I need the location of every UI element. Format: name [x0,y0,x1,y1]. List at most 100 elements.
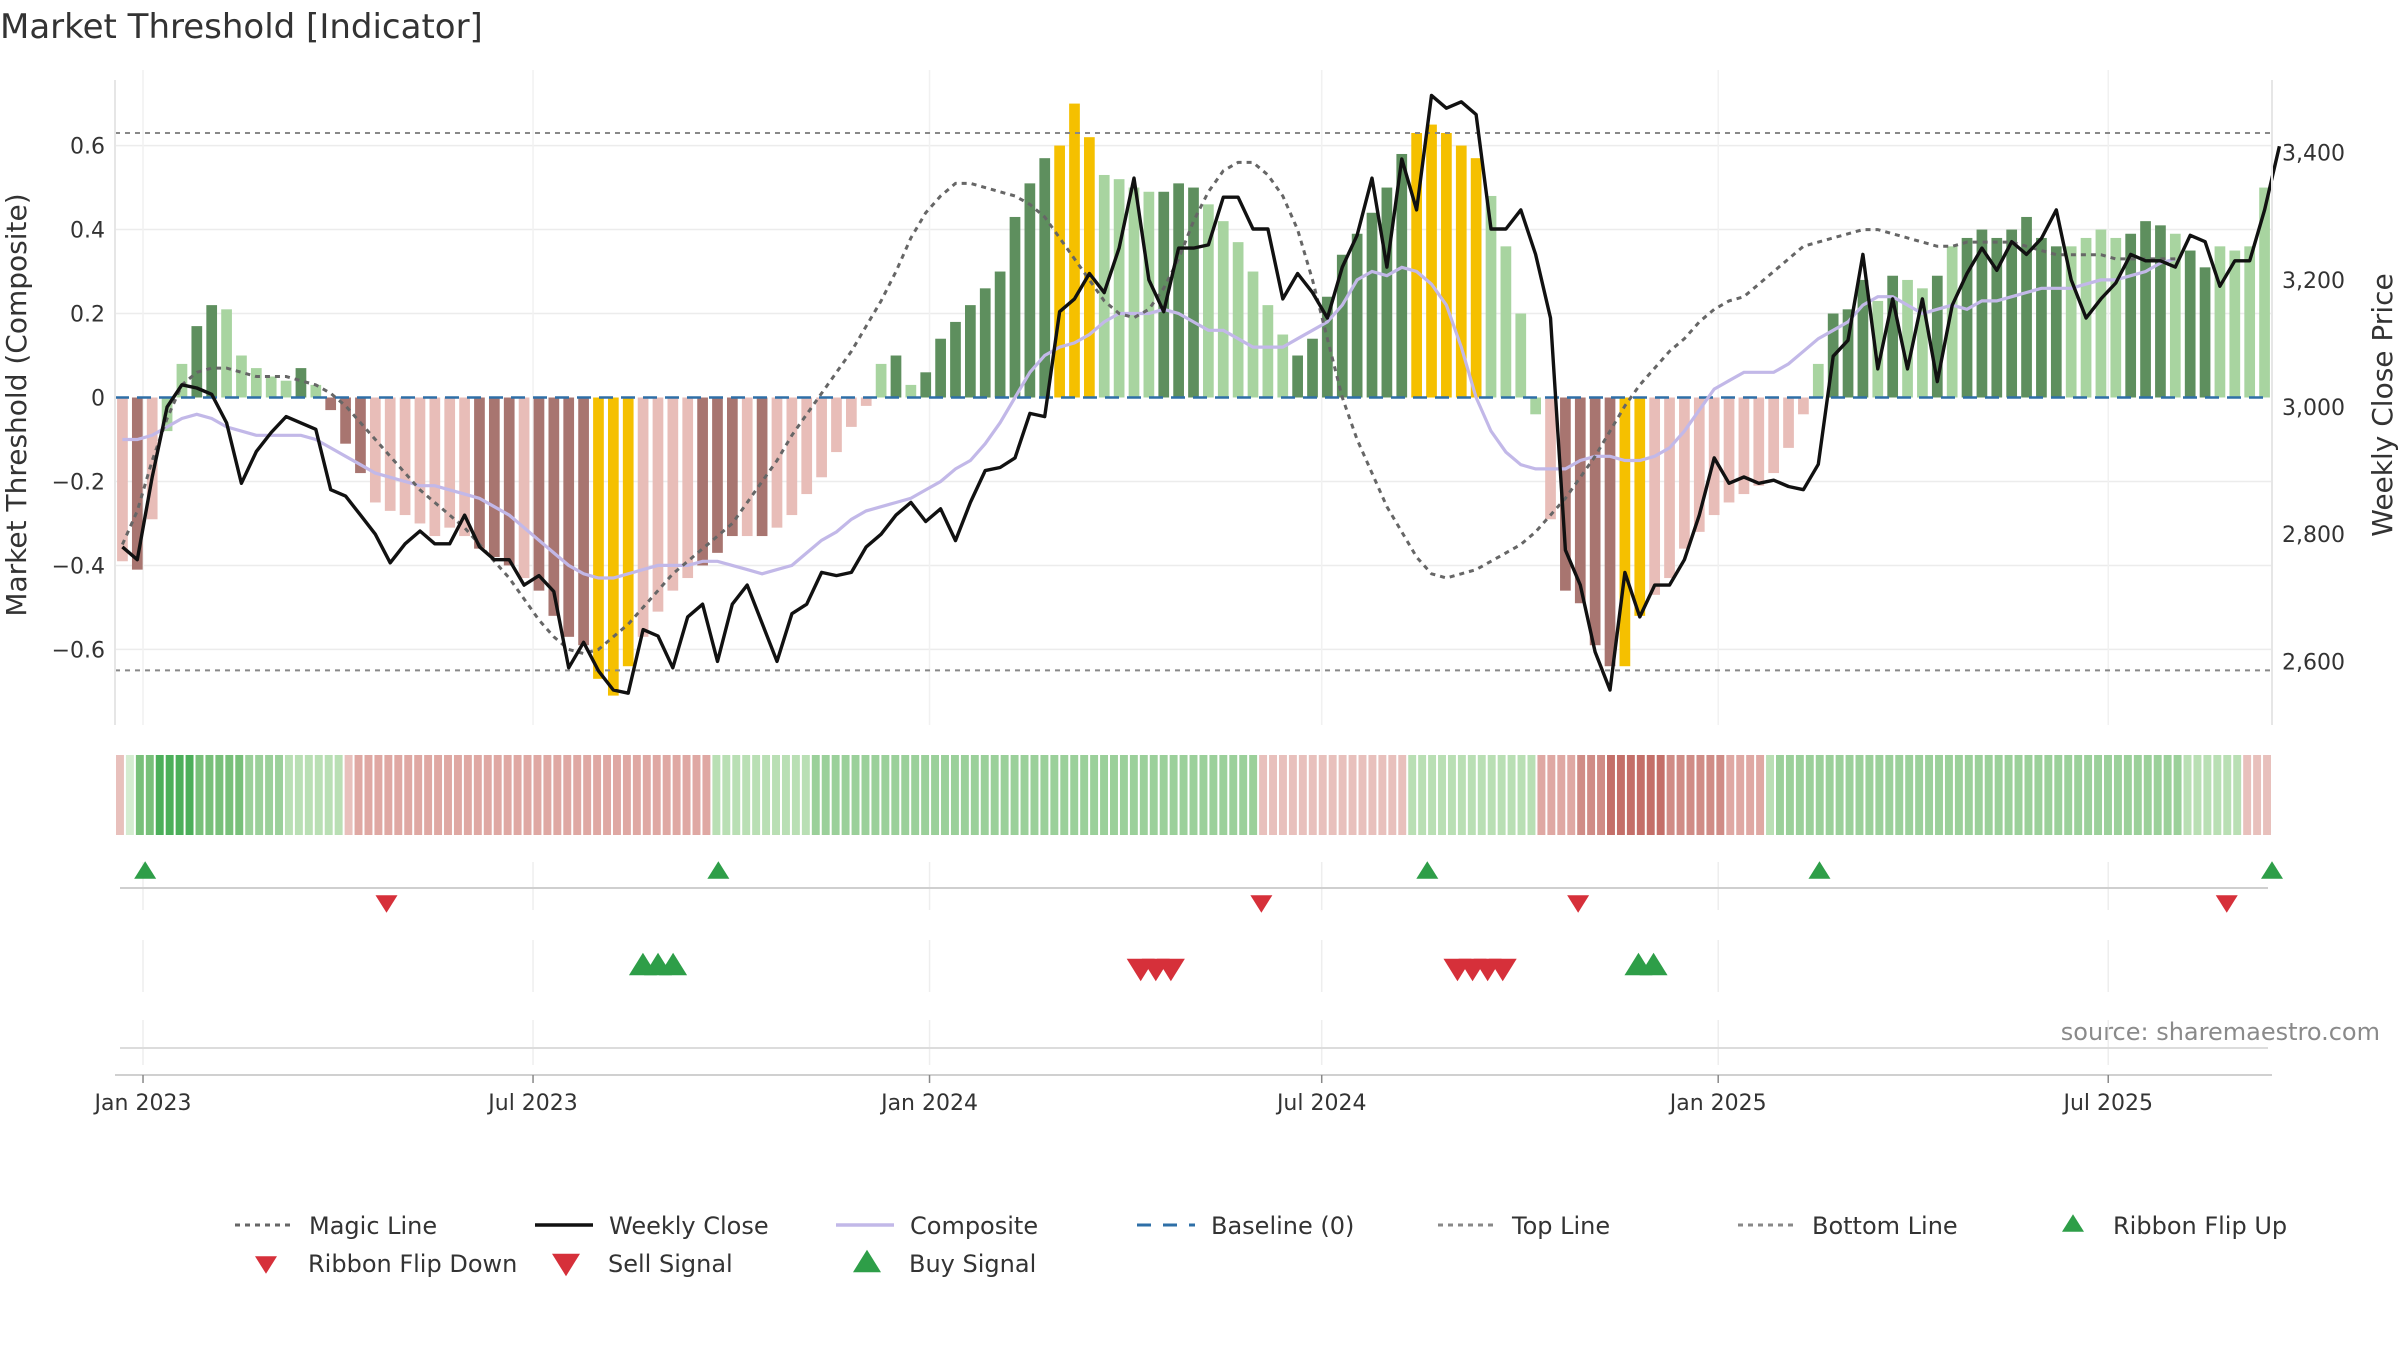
ribbon-cell [1119,755,1128,835]
ribbon-cell [1100,755,1109,835]
ribbon-cell [473,755,482,835]
composite-bar [1753,397,1765,486]
composite-bar [1619,397,1631,667]
ribbon-cell [1905,755,1914,835]
legend-item-flipup: Ribbon Flip Up [2062,1212,2287,1240]
ribbon-cell [1269,755,1277,835]
ribbon-cell [434,755,443,835]
ribbon-cell [652,755,661,835]
composite-bar [295,368,307,398]
composite-bar [340,397,351,444]
composite-bar [533,397,545,591]
ribbon-cell [2113,755,2122,835]
legend-item-buy: Buy Signal [853,1249,1036,1278]
ribbon-cell [1954,755,1963,835]
composite-bar [444,397,456,528]
ribbon-cell [2213,755,2222,835]
ribbon-cell [1785,755,1794,835]
ribbon-cell [1278,755,1287,835]
ribbon-cell [215,755,224,835]
ribbon-cell [1795,755,1804,835]
composite-bar [860,397,872,406]
composite-bar [221,309,232,398]
ribbon-cell [2263,755,2271,835]
y-tick-label: 0 [91,387,105,412]
ribbon-cell [1497,755,1506,835]
ribbon-cell [195,755,204,835]
composite-bar [1768,397,1780,474]
composite-bar [667,397,679,591]
composite-bar [1649,397,1661,595]
ribbon-cell [2193,755,2202,835]
composite-bar [1173,183,1184,398]
composite-bar [503,397,515,566]
composite-bar [1009,216,1021,398]
ribbon-cell [672,755,681,835]
composite-bar [1084,137,1095,398]
composite-bar [1976,229,1988,398]
ribbon-cell [1418,755,1427,835]
composite-bar [1515,313,1527,398]
composite-bar [2184,250,2196,398]
ribbon-cell [712,755,721,835]
ribbon-cell [116,755,124,835]
ribbon-cell [2024,755,2033,835]
ribbon-cell [1149,755,1158,835]
ribbon-cell [1915,755,1924,835]
ribbon-cell [702,755,711,835]
ribbon-cell [722,755,731,835]
ribbon-cell [1298,755,1307,835]
ribbon-cell [1388,755,1397,835]
composite-bar [131,397,143,570]
ribbon-cell [1766,755,1774,835]
ribbon-cell [324,755,333,835]
composite-bar [1961,237,1973,398]
ribbon-cell [2074,755,2083,835]
ribbon-cell [2233,755,2242,835]
ribbon-cell [593,755,602,835]
ribbon-cell [2123,755,2132,835]
composite-bar [801,397,813,495]
composite-bar [1203,204,1214,398]
legend-item-sell: Sell Signal [552,1250,733,1278]
ribbon-cell [1358,755,1367,835]
composite-bar [1589,397,1601,646]
ribbon-cell [1746,755,1755,835]
ribbon-cell [1318,755,1327,835]
ribbon-cell [2143,755,2152,835]
legend: Magic Line Weekly Close Composite Baseline … [235,1212,2287,1278]
composite-bar [816,397,827,478]
composite-bar [1738,397,1750,495]
ribbon-cell [533,755,542,835]
ribbon-cell [1805,755,1814,835]
ribbon-cell [1368,755,1377,835]
ribbon-cell [1636,755,1645,835]
ribbon-flip-up-marker [707,861,730,879]
ribbon-cell [453,755,462,835]
legend-item-magic: Magic Line [235,1212,437,1240]
composite-bar [1143,191,1155,398]
ribbon-cell [1875,755,1884,835]
ribbon-cell [950,755,959,835]
y2-tick-label: 3,000 [2282,396,2345,421]
composite-bar [1098,174,1110,398]
ribbon-cell [1557,755,1566,835]
ribbon-cell [1815,755,1824,835]
ribbon-cell [1706,755,1715,835]
composite-bar [1931,275,1943,398]
ribbon-cell [573,755,582,835]
ribbon-cell [2014,755,2023,835]
ribbon-cell [1139,755,1148,835]
ribbon-cell [135,755,144,835]
ribbon-cell [1736,755,1745,835]
composite-bar [1485,195,1497,398]
ribbon-cell [1964,755,1973,835]
source-credit: source: sharemaestro.com [2061,1018,2380,1046]
ribbon-cell [414,755,423,835]
ribbon-cell [563,755,572,835]
ribbon-cell [1447,755,1456,835]
ribbon-cell [1348,755,1357,835]
ribbon-cell [1656,755,1665,835]
ribbon-cell [1467,755,1476,835]
ribbon-cell [513,755,522,835]
